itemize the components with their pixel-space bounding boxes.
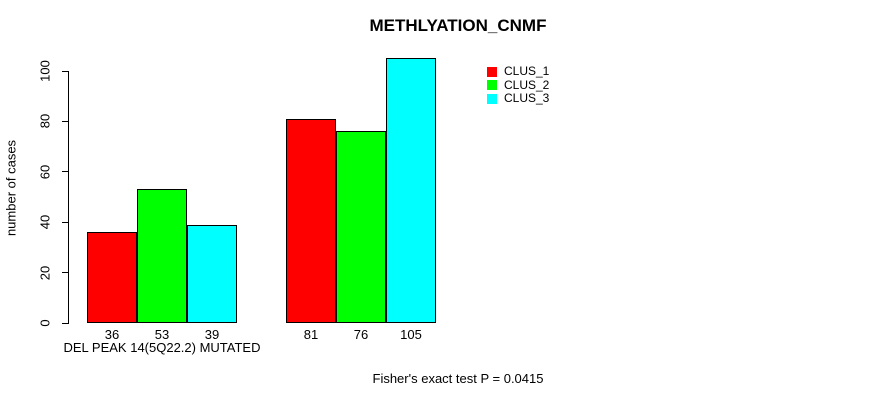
statistical-test-annotation: Fisher's exact test P = 0.0415 [372, 371, 544, 386]
y-axis-tick-label: 60 [37, 164, 53, 180]
bar-value-label: 105 [400, 327, 422, 342]
y-axis-tick-label: 80 [37, 114, 53, 129]
bar-clus_3-group2 [386, 58, 436, 323]
y-axis-tick-label: 20 [37, 265, 53, 280]
legend-color-swatch [487, 80, 497, 91]
y-axis-tick-label: 100 [37, 60, 53, 82]
legend-label: CLUS_1 [504, 64, 550, 78]
legend-item: CLUS_1 [487, 64, 550, 79]
chart-title: METHLYATION_CNMF [369, 16, 547, 35]
y-axis-tick-label: 0 [37, 319, 53, 327]
legend-label: CLUS_2 [504, 77, 550, 92]
legend-item: CLUS_3 [487, 91, 550, 106]
bar-clus_3-group1 [187, 224, 237, 323]
legend-color-swatch [487, 66, 497, 77]
bar-value-label: 36 [104, 327, 120, 342]
bar-value-label: 76 [353, 327, 369, 342]
bar-value-label: 53 [154, 327, 170, 342]
y-axis-tick [62, 272, 68, 274]
legend-item: CLUS_2 [487, 77, 550, 93]
bar-clus_2-group1 [137, 189, 187, 323]
bar-clus_2-group2 [336, 131, 386, 323]
bar-clus_1-group2 [286, 118, 336, 323]
legend: CLUS_1 CLUS_2 CLUS_3 [487, 64, 550, 106]
bar-value-label: 39 [204, 327, 220, 342]
y-axis-tick [62, 171, 68, 173]
y-axis-line [68, 71, 69, 324]
y-axis-label: number of cases [3, 139, 19, 237]
y-axis-tick [62, 322, 68, 324]
bar-clus_1-group1 [87, 232, 137, 323]
y-axis-tick-label: 40 [37, 214, 53, 230]
y-axis-tick [62, 70, 68, 72]
legend-color-swatch [487, 93, 497, 104]
bar-value-label: 81 [303, 327, 319, 342]
legend-label: CLUS_3 [504, 91, 550, 105]
y-axis-tick [62, 221, 68, 223]
y-axis-tick [62, 120, 68, 122]
x-axis-group-label: DEL PEAK 14(5Q22.2) MUTATED [63, 340, 261, 355]
